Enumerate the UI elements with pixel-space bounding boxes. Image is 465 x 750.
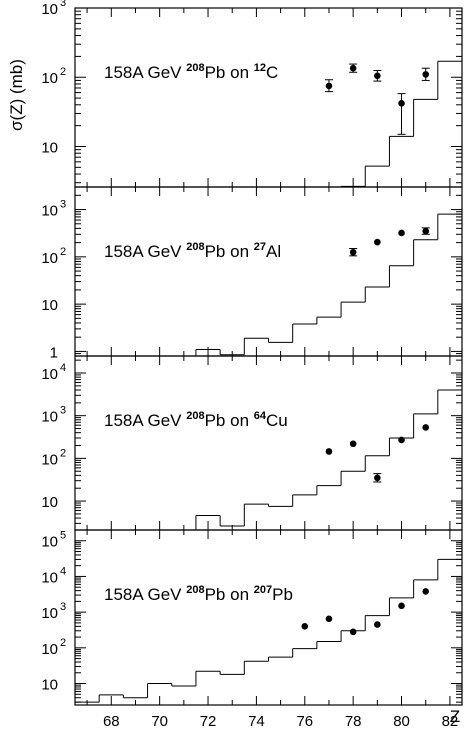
title-text: Pb on <box>205 585 254 604</box>
data-point <box>398 602 405 610</box>
panel-frame <box>74 529 463 706</box>
y-tick-label: 10 <box>41 297 58 314</box>
x-tick-label: 82 <box>442 713 459 730</box>
data-point <box>349 440 357 448</box>
data-point <box>398 100 405 107</box>
title-text: Pb on <box>205 411 254 430</box>
title-text: Al <box>266 242 281 261</box>
data-point <box>325 82 333 90</box>
title-text: 158A GeV <box>104 242 186 261</box>
panel-frame <box>74 7 463 188</box>
y-tick-label-exponent: 4 <box>60 565 66 577</box>
panel-title: 158A GeV 208Pb on 12C <box>104 62 278 82</box>
y-tick-label: 10 <box>41 494 58 511</box>
y-axis-label: σ(Z) (mb) <box>7 59 26 131</box>
y-tick-label: 10 <box>41 70 58 87</box>
x-tick-label: 80 <box>393 713 410 730</box>
title-text: Cu <box>266 411 288 430</box>
y-tick-label-exponent: 3 <box>60 199 66 211</box>
panel-title: 158A GeV 208Pb on 207Pb <box>104 584 293 604</box>
title-text: Pb on <box>205 63 254 82</box>
y-tick-label-exponent: 2 <box>60 637 66 649</box>
title-superscript: 208 <box>186 584 204 596</box>
data-point <box>398 229 405 237</box>
data-point <box>349 64 357 72</box>
y-tick-label: 10 <box>41 203 58 220</box>
data-point <box>422 71 430 78</box>
data-point <box>325 448 333 455</box>
y-tick-label-exponent: 3 <box>60 601 66 613</box>
data-point <box>349 628 357 636</box>
panel-title: 158A GeV 208Pb on 27Al <box>104 241 281 261</box>
y-tick-label-exponent: 5 <box>60 530 66 542</box>
data-point <box>325 615 333 623</box>
y-tick-label: 10 <box>41 250 58 267</box>
title-text: C <box>266 63 278 82</box>
title-superscript: 12 <box>254 62 266 74</box>
data-point <box>422 227 430 235</box>
x-tick-label: 76 <box>296 713 313 730</box>
y-tick-label: 1 <box>50 344 58 361</box>
data-point <box>374 621 381 628</box>
title-superscript: 27 <box>254 241 266 253</box>
panel-frame <box>74 186 463 357</box>
data-point <box>374 238 381 246</box>
y-tick-label: 10 <box>41 451 58 468</box>
title-superscript: 207 <box>254 584 272 596</box>
y-tick-label: 10 <box>41 641 58 658</box>
data-point <box>422 588 430 595</box>
y-tick-label: 10 <box>41 1 58 18</box>
title-text: 158A GeV <box>104 63 186 82</box>
title-superscript: 208 <box>186 62 204 74</box>
x-axis-label: Z <box>450 707 460 726</box>
x-tick-label: 70 <box>151 713 168 730</box>
y-tick-label-exponent: 4 <box>60 362 66 374</box>
y-tick-label: 10 <box>41 677 58 694</box>
panel-title: 158A GeV 208Pb on 64Cu <box>104 410 288 430</box>
data-point <box>349 248 357 256</box>
x-tick-label: 78 <box>345 713 362 730</box>
data-point <box>301 623 309 630</box>
y-tick-label: 10 <box>41 409 58 426</box>
title-superscript: 64 <box>254 410 267 422</box>
x-tick-label: 68 <box>103 713 120 730</box>
y-tick-label-exponent: 2 <box>60 246 66 258</box>
y-tick-label: 10 <box>41 366 58 383</box>
y-tick-label-exponent: 3 <box>60 0 66 9</box>
title-text: 158A GeV <box>104 411 186 430</box>
title-superscript: 208 <box>186 241 204 253</box>
x-tick-label: 74 <box>248 713 265 730</box>
data-point <box>422 424 430 431</box>
y-tick-label: 10 <box>41 605 58 622</box>
title-text: Pb on <box>205 242 254 261</box>
data-point <box>374 474 381 482</box>
y-tick-label-exponent: 2 <box>60 447 66 459</box>
title-text: Pb <box>272 585 293 604</box>
title-superscript: 208 <box>186 410 204 422</box>
y-tick-label-exponent: 3 <box>60 405 66 417</box>
y-tick-label: 10 <box>41 569 58 586</box>
data-point <box>374 72 381 80</box>
x-tick-label: 72 <box>200 713 217 730</box>
title-text: 158A GeV <box>104 585 186 604</box>
y-tick-label-exponent: 2 <box>60 66 66 78</box>
y-tick-label: 10 <box>41 534 58 551</box>
y-tick-label: 10 <box>41 139 58 156</box>
